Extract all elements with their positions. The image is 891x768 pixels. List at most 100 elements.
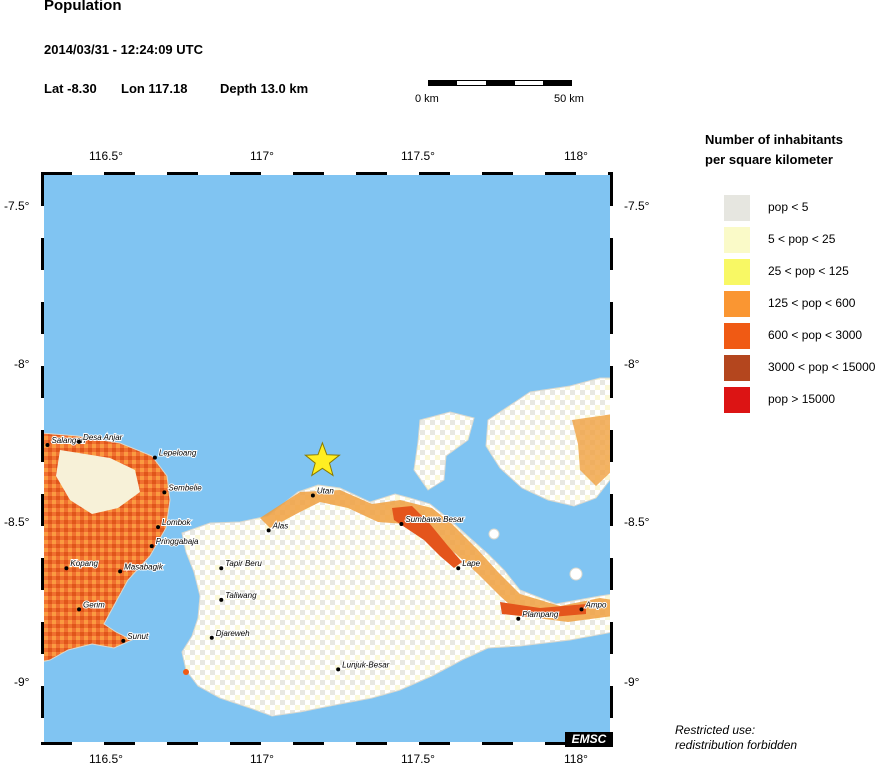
usage-notice: Restricted use: redistribution forbidden — [675, 723, 797, 753]
place-label: Utan — [317, 487, 334, 496]
place-marker — [209, 635, 214, 640]
legend-item: 25 < pop < 125 — [724, 259, 891, 285]
place-label: Masabagik — [124, 562, 164, 571]
legend-swatch — [724, 355, 750, 381]
place-marker — [77, 439, 82, 444]
lon-tick-label-bottom: 117° — [250, 752, 274, 766]
lat-tick-label-right: -9° — [624, 675, 640, 689]
place-marker — [219, 597, 224, 602]
lon-tick-label-bottom: 117.5° — [401, 752, 435, 766]
moyo-island — [413, 411, 475, 491]
place-marker — [399, 522, 404, 526]
lat-tick-label-right: -8° — [624, 357, 640, 371]
place-marker — [152, 455, 157, 460]
legend-item: 5 < pop < 25 — [724, 227, 891, 253]
place-label: Taliwang — [225, 591, 257, 600]
place-marker — [516, 616, 521, 621]
place-label: Tapir Beru — [225, 559, 262, 568]
event-depth: Depth 13.0 km — [220, 81, 309, 96]
scale-start-label: 0 km — [415, 93, 439, 105]
place-label: Sumbawa Besar — [405, 515, 464, 524]
place-marker — [156, 525, 161, 530]
islet — [183, 669, 189, 675]
place-label: Kopang — [70, 559, 98, 568]
place-label: Plampang — [522, 610, 559, 619]
place-label: Gerim — [83, 600, 105, 609]
legend-swatch — [724, 195, 750, 221]
sumbawa-urban-core — [392, 506, 462, 568]
legend-title-line1: Number of inhabitants — [705, 132, 843, 147]
place-marker — [118, 569, 123, 574]
lat-tick-label-left: -8° — [14, 357, 30, 371]
legend-swatch — [724, 227, 750, 253]
event-longitude: Lon 117.18 — [121, 81, 188, 96]
place-label: Ampo — [585, 600, 607, 609]
usage-notice-line2: redistribution forbidden — [675, 738, 798, 752]
legend-swatch — [724, 291, 750, 317]
legend-item: 600 < pop < 3000 — [724, 323, 891, 349]
place-marker — [336, 667, 341, 672]
place-marker — [579, 607, 584, 612]
place-marker — [64, 566, 69, 571]
legend-item: 125 < pop < 600 — [724, 291, 891, 317]
place-marker — [121, 638, 126, 643]
legend-item: pop > 15000 — [724, 387, 891, 413]
event-latitude: Lat -8.30 — [44, 81, 97, 96]
legend-label: 600 < pop < 3000 — [768, 328, 863, 342]
place-marker — [149, 544, 154, 549]
legend-label: 5 < pop < 25 — [768, 232, 836, 246]
emsc-watermark: EMSC — [565, 732, 613, 747]
place-marker — [310, 493, 315, 498]
epicenter-star-icon — [303, 441, 341, 477]
place-label: Djareweh — [216, 629, 250, 638]
lon-tick-label-top: 118° — [564, 149, 588, 163]
lat-tick-label-right: -8.5° — [624, 515, 650, 529]
plampang-urban — [500, 602, 586, 618]
lon-tick-label-top: 117° — [250, 149, 274, 163]
islet — [488, 528, 500, 540]
lon-tick-label-bottom: 116.5° — [89, 752, 123, 766]
place-marker — [219, 566, 224, 571]
place-label: Sunut — [127, 632, 149, 641]
lon-tick-label-top: 116.5° — [89, 149, 123, 163]
legend-label: 25 < pop < 125 — [768, 264, 849, 278]
page-title: Population — [44, 0, 122, 14]
legend-item: 3000 < pop < 15000 — [724, 355, 891, 381]
place-marker — [77, 607, 82, 612]
legend-label: 125 < pop < 600 — [768, 296, 856, 310]
place-label: Lunjuk-Besar — [342, 660, 389, 669]
lombok-highland — [56, 450, 140, 514]
scale-bar — [428, 80, 572, 88]
place-marker — [162, 490, 167, 495]
legend-title: Number of inhabitants per square kilomet… — [705, 130, 843, 170]
legend-swatch — [724, 259, 750, 285]
sanggar-peninsula — [485, 377, 613, 507]
place-label: Pringgabaja — [156, 537, 199, 546]
sanggar-urban — [572, 414, 613, 486]
place-label: Desa Anjar — [83, 433, 123, 442]
place-marker — [266, 528, 271, 533]
legend-swatch — [724, 323, 750, 349]
place-label: Lepeloang — [159, 449, 197, 458]
usage-notice-line1: Restricted use: — [675, 723, 756, 737]
legend-label: pop > 15000 — [768, 392, 836, 406]
place-label: Salangan — [51, 436, 85, 445]
place-marker — [45, 443, 50, 447]
lon-tick-label-top: 117.5° — [401, 149, 435, 163]
lat-tick-label-left: -7.5° — [4, 199, 30, 213]
frame-ticks-white — [41, 172, 613, 745]
lat-tick-label-left: -8.5° — [4, 515, 30, 529]
place-marker — [456, 566, 461, 571]
lon-tick-label-bottom: 118° — [564, 752, 588, 766]
place-label: Sembelie — [168, 483, 202, 492]
legend-swatch — [724, 387, 750, 413]
sumbawa-island — [181, 484, 613, 717]
legend-label: 3000 < pop < 15000 — [768, 360, 876, 374]
place-label: Lape — [462, 559, 480, 568]
legend-label: pop < 5 — [768, 200, 809, 214]
event-datetime: 2014/03/31 - 12:24:09 UTC — [44, 42, 203, 57]
place-label: Alas — [272, 521, 289, 530]
lat-tick-label-left: -9° — [14, 675, 30, 689]
